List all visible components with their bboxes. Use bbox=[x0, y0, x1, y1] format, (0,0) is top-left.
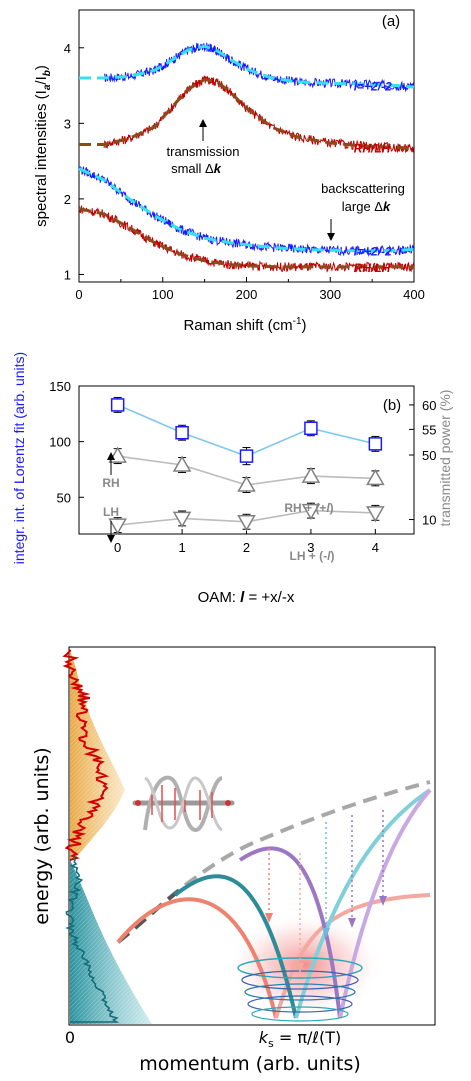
marker-triangle-down bbox=[108, 518, 127, 535]
dispersion-teal bbox=[173, 874, 298, 1019]
series-label-l-upper: l=+2/-2 bbox=[354, 80, 392, 94]
series-trace bbox=[103, 75, 414, 154]
right-tick-label: 55 bbox=[422, 422, 436, 437]
x-tick-label: 2 bbox=[243, 540, 250, 555]
x-tick-label: 0 bbox=[75, 287, 82, 302]
dispersion-red bbox=[116, 897, 278, 1019]
y-tick-label: 50 bbox=[57, 490, 71, 505]
annotation-transmission: transmission bbox=[167, 144, 240, 159]
x-tick-label: 1 bbox=[178, 540, 185, 555]
annotation-large-dk: large Δk bbox=[342, 199, 391, 214]
y-tick-label: 150 bbox=[49, 379, 71, 394]
dispersion-red-right bbox=[274, 893, 431, 1019]
dispersion-teal-right bbox=[294, 788, 432, 1019]
label-lh-series: LH + (-l) bbox=[289, 549, 334, 563]
marker-square bbox=[110, 398, 125, 412]
label-rh-series: RH + (+l) bbox=[284, 501, 333, 515]
y-tick-label: 2 bbox=[64, 192, 71, 207]
annotation-backscattering: backscattering bbox=[321, 181, 405, 196]
helix-icon bbox=[132, 775, 235, 832]
label-lh: LH bbox=[103, 505, 119, 519]
panel-c-diagram: energy (arb. units) momentum (arb. units… bbox=[31, 646, 436, 1075]
panel-a-label: (a) bbox=[382, 13, 400, 30]
x-tick-label: 200 bbox=[236, 287, 258, 302]
marker-square bbox=[304, 421, 318, 436]
teal-distribution-hatch bbox=[70, 860, 152, 1024]
panel-b-label: (b) bbox=[383, 397, 401, 414]
panel-b-series bbox=[108, 396, 385, 535]
dispersion-purple-right bbox=[338, 788, 432, 1019]
panel-b-xlabel: OAM: l = +x/-x bbox=[198, 589, 295, 606]
series-fit bbox=[79, 44, 415, 89]
x-tick-label: 300 bbox=[319, 287, 341, 302]
marker-triangle-down bbox=[366, 506, 385, 523]
y-tick-label: 1 bbox=[64, 267, 71, 282]
marker-square bbox=[175, 425, 189, 440]
marker-square bbox=[368, 437, 383, 451]
dispersion-purple bbox=[238, 846, 342, 1019]
y-tick-label: 100 bbox=[49, 435, 71, 450]
diagram-ks-label: ks = π/ℓ(T) bbox=[259, 1028, 341, 1050]
marker-triangle-up bbox=[237, 475, 256, 492]
x-tick-label: 100 bbox=[152, 287, 174, 302]
annotation-small-dk: small Δk bbox=[171, 161, 222, 176]
y-tick-label: 3 bbox=[64, 116, 71, 131]
red-spectrum bbox=[62, 649, 110, 861]
marker-triangle-down bbox=[237, 515, 256, 532]
panel-b-ticks: 0 1 2 3 4 50 100 150 60 55 50 10 bbox=[49, 379, 436, 555]
diagram-origin: 0 bbox=[65, 1028, 75, 1047]
teal-spectrum bbox=[65, 855, 120, 1023]
x-tick-label: 3 bbox=[307, 540, 314, 555]
x-tick-label: 4 bbox=[372, 540, 379, 555]
rh-arrowhead bbox=[107, 452, 115, 460]
marker-triangle-up bbox=[301, 466, 321, 483]
panel-b-ylabel-right: transmitted power (%) bbox=[437, 390, 453, 527]
series-fit bbox=[78, 207, 414, 269]
marker-triangle-up bbox=[366, 468, 385, 486]
right-tick-label: 60 bbox=[422, 398, 436, 413]
right-tick-label: 10 bbox=[422, 513, 436, 528]
panel-a-xlabel: Raman shift (cm-1) bbox=[183, 316, 306, 334]
panel-a-ylabel: spectral intensities (Ia/Ib) bbox=[33, 65, 53, 227]
lh-arrowhead bbox=[107, 535, 115, 543]
marker-square bbox=[239, 449, 254, 463]
backscattering-arrowhead bbox=[327, 233, 335, 241]
diagram-ylabel: energy (arb. units) bbox=[31, 747, 53, 924]
transmission-arrowhead bbox=[199, 119, 207, 127]
panel-b: 0 1 2 3 4 50 100 150 60 55 50 10 (b) RH LH RH + (+l… bbox=[11, 352, 453, 606]
panel-b-ylabel: integr. int. of Lorentz fit (arb. units) bbox=[11, 352, 27, 564]
marker-triangle-up bbox=[172, 455, 192, 472]
series-trace bbox=[103, 42, 414, 92]
marker-triangle-down bbox=[172, 511, 192, 528]
panel-a-series bbox=[78, 42, 415, 273]
series-fit bbox=[78, 167, 415, 253]
diagram-xlabel: momentum (arb. units) bbox=[139, 1053, 361, 1075]
series-label-rhlh-upper: RH/LH bbox=[354, 142, 391, 156]
panel-a: 0 100 200 300 400 1 2 3 4 (a) l=+2/-2 RH/LH l=+2… bbox=[33, 9, 425, 334]
series-fit bbox=[79, 77, 415, 151]
label-rh: RH bbox=[102, 476, 119, 490]
series-label-rhlh-lower: RH/LH bbox=[354, 261, 391, 275]
marker-triangle-down bbox=[301, 503, 321, 521]
right-tick-label: 50 bbox=[422, 448, 436, 463]
series-trace bbox=[78, 205, 415, 273]
y-tick-label: 4 bbox=[64, 41, 71, 56]
x-tick-label: 0 bbox=[114, 540, 121, 555]
x-tick-label: 400 bbox=[403, 287, 425, 302]
series-label-l-lower: l=+2/-2 bbox=[354, 244, 392, 258]
panel-a-ticks: 0 100 200 300 400 1 2 3 4 bbox=[64, 41, 425, 302]
transition-arrows bbox=[265, 810, 387, 973]
